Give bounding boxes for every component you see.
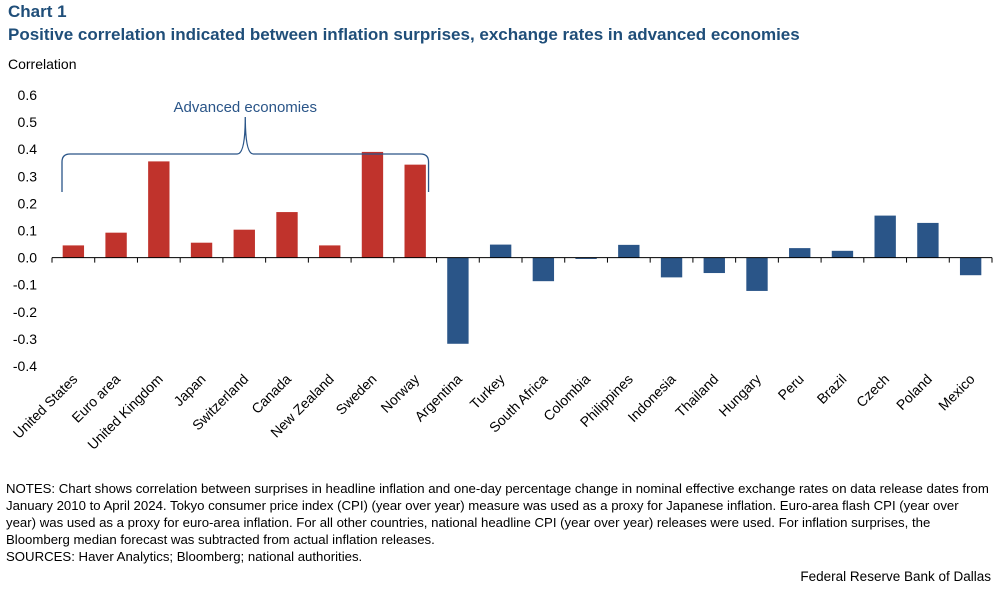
bar-japan <box>190 242 213 258</box>
x-tick-label: Mexico <box>935 371 978 414</box>
x-tick-label: Hungary <box>715 371 764 420</box>
y-tick-label: 0.0 <box>18 250 38 266</box>
bar-poland <box>917 222 939 258</box>
bar-turkey <box>489 244 512 258</box>
chart-number: Chart 1 <box>8 2 67 21</box>
x-tick-label: Czech <box>853 371 892 410</box>
x-tick-label: Poland <box>893 371 935 413</box>
bars <box>62 151 982 344</box>
x-tick-label: Japan <box>170 371 208 409</box>
bar-south-africa <box>532 257 555 282</box>
y-axis-label: Correlation <box>8 56 77 72</box>
y-tick-label: 0.3 <box>18 168 38 184</box>
x-tick-label: Peru <box>775 371 807 403</box>
source-credit: Federal Reserve Bank of Dallas <box>800 569 991 584</box>
x-tick-label: United Kingdom <box>84 371 166 453</box>
bar-euro-area <box>105 232 127 258</box>
bar-czech <box>874 215 896 258</box>
x-tick-label: Turkey <box>467 371 508 412</box>
bar-hungary <box>746 257 768 291</box>
bar-thailand <box>703 257 725 274</box>
x-tick-label: Argentina <box>411 371 465 425</box>
y-tick-label: -0.1 <box>13 277 37 293</box>
y-tick-label: -0.2 <box>13 304 37 320</box>
bar-peru <box>789 248 811 258</box>
bar-colombia <box>575 257 597 259</box>
notes-text: NOTES: Chart shows correlation between s… <box>6 481 989 547</box>
bar-united-states <box>62 245 85 258</box>
y-axis: 0.6 0.5 0.4 0.3 0.2 0.1 0.0 -0.1 -0.2 -0.3 -0.4 <box>13 87 37 374</box>
y-tick-label: 0.6 <box>18 87 38 103</box>
y-tick-label: -0.3 <box>13 331 37 347</box>
bar-indonesia <box>660 257 683 278</box>
bar-mexico <box>959 257 982 276</box>
bar-chart: 0.6 0.5 0.4 0.3 0.2 0.1 0.0 -0.1 -0.2 -0.3 -0.4 Un… <box>10 87 993 453</box>
bar-united-kingdom <box>148 161 170 258</box>
x-tick-label: Brazil <box>814 371 850 407</box>
y-tick-label: 0.4 <box>18 141 38 157</box>
bar-switzerland <box>233 229 255 258</box>
bar-argentina <box>447 257 469 344</box>
y-tick-label: 0.2 <box>18 195 38 211</box>
advanced-economies-bracket <box>61 116 430 192</box>
x-tick-label: Sweden <box>332 371 379 418</box>
bar-brazil <box>831 250 854 258</box>
sources-text: SOURCES: Haver Analytics; Bloomberg; nat… <box>6 549 363 564</box>
x-tick-label: Thailand <box>672 371 721 420</box>
bar-philippines <box>618 244 640 258</box>
y-tick-label: 0.5 <box>18 114 38 130</box>
y-tick-label: 0.1 <box>18 223 38 239</box>
notes: NOTES: Chart shows correlation between s… <box>6 480 991 565</box>
bar-sweden <box>361 151 384 258</box>
advanced-economies-annotation: Advanced economies <box>174 99 317 116</box>
bar-norway <box>404 164 426 258</box>
bar-new-zealand <box>319 245 341 258</box>
bar-canada <box>276 212 298 258</box>
x-axis-ticks <box>51 257 993 263</box>
y-tick-label: -0.4 <box>13 358 37 374</box>
chart-title: Positive correlation indicated between i… <box>8 25 800 44</box>
x-tick-label: United States <box>10 371 81 442</box>
